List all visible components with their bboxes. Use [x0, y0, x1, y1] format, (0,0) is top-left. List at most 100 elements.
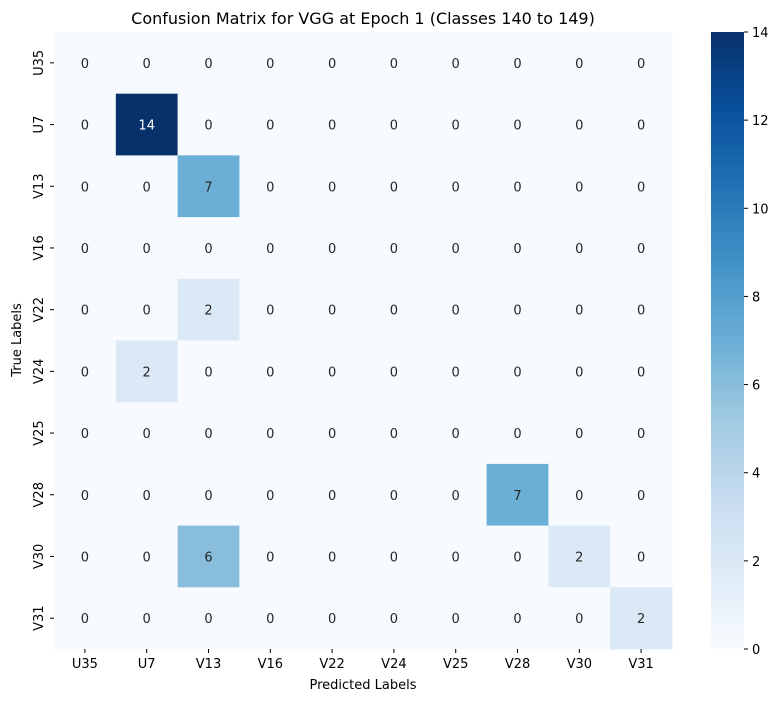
cell-value-label: 2 — [575, 550, 583, 565]
heatmap-cell — [363, 278, 426, 341]
cell-value-label: 0 — [637, 180, 645, 195]
heatmap-cell — [301, 217, 364, 280]
heatmap-cell — [301, 525, 364, 588]
heatmap-cell — [548, 32, 611, 95]
cell-value-label: 0 — [513, 612, 521, 627]
heatmap-cell — [486, 32, 549, 95]
heatmap-cell — [54, 155, 117, 218]
heatmap-cell — [177, 587, 240, 650]
heatmap-cell — [239, 463, 302, 527]
cell-value-label: 0 — [513, 427, 521, 442]
cell-value-label: 0 — [452, 180, 460, 195]
cell-value-label: 7 — [204, 180, 212, 195]
cell-value-label: 0 — [328, 180, 336, 195]
heatmap-cell — [363, 463, 426, 527]
x-tick-label: V31 — [628, 657, 653, 672]
cell-value-label: 0 — [328, 304, 336, 319]
y-axis-label: True Labels — [10, 303, 25, 378]
heatmap-cell — [424, 32, 488, 95]
cell-value-label: 0 — [513, 180, 521, 195]
cell-value-label: 0 — [266, 427, 274, 442]
cell-value-label: 2 — [204, 304, 212, 319]
heatmap-cell — [548, 525, 611, 588]
heatmap-cell — [424, 587, 488, 650]
cell-value-label: 0 — [143, 427, 151, 442]
colorbar-tick-label: 4 — [752, 467, 760, 482]
cell-value-label: 0 — [575, 427, 583, 442]
x-tick-label: V16 — [258, 657, 283, 672]
cell-value-label: 0 — [390, 489, 398, 504]
cell-value-label: 0 — [266, 365, 274, 380]
colorbar-tick-label: 12 — [752, 114, 769, 129]
cell-value-label: 0 — [513, 119, 521, 134]
heatmap-cell — [610, 463, 673, 527]
y-tick-label: V30 — [32, 544, 47, 569]
heatmap-cell — [548, 217, 611, 280]
heatmap-cell — [177, 463, 240, 527]
x-tick-label: V13 — [196, 657, 221, 672]
heatmap-cell — [424, 217, 488, 280]
cell-value-label: 0 — [328, 550, 336, 565]
heatmap-cell — [239, 278, 302, 341]
heatmap-cell — [610, 278, 673, 341]
cell-value-label: 0 — [204, 427, 212, 442]
cell-value-label: 0 — [204, 119, 212, 134]
colorbar-tick-label: 14 — [752, 26, 769, 41]
heatmap-cell — [363, 525, 426, 588]
cell-value-label: 0 — [266, 304, 274, 319]
cell-value-label: 0 — [81, 365, 89, 380]
heatmap-grid: 0 0 0 0 0 0 0 0 0 0 0 14 0 0 0 0 0 0 0 0 0 0 7 0 0 0 0 0 0 0 0 0 0 0 0 0 0 0 0… — [54, 32, 673, 650]
cell-value-label: 0 — [143, 612, 151, 627]
heatmap-cell — [610, 525, 673, 588]
heatmap-cell — [486, 587, 549, 650]
y-tick-label: V22 — [32, 297, 47, 322]
heatmap-cell — [610, 402, 673, 465]
cell-value-label: 0 — [81, 612, 89, 627]
cell-value-label: 0 — [390, 365, 398, 380]
heatmap-cell — [54, 587, 117, 650]
y-tick-label: V25 — [32, 420, 47, 445]
cell-value-label: 0 — [328, 365, 336, 380]
cell-value-label: 0 — [452, 550, 460, 565]
cell-value-label: 0 — [390, 304, 398, 319]
heatmap-cell — [301, 32, 364, 95]
cell-value-label: 0 — [513, 550, 521, 565]
heatmap-cell — [239, 340, 302, 403]
cell-value-label: 0 — [143, 180, 151, 195]
cell-value-label: 0 — [328, 242, 336, 257]
heatmap-cell — [115, 587, 179, 650]
heatmap-cell — [548, 340, 611, 403]
chart-title: Confusion Matrix for VGG at Epoch 1 (Cla… — [131, 9, 595, 28]
heatmap-cell — [177, 32, 240, 95]
heatmap-cell — [115, 155, 179, 218]
cell-value-label: 0 — [575, 489, 583, 504]
cell-value-label: 0 — [81, 550, 89, 565]
heatmap-cell — [424, 93, 488, 156]
heatmap-cell — [115, 32, 179, 95]
colorbar-tick-label: 8 — [752, 290, 760, 305]
y-axis-ticks: U35 U7 V13 V16 V22 V24 V25 V28 V30 V31 — [32, 50, 54, 631]
cell-value-label: 7 — [513, 489, 521, 504]
colorbar-tick-label: 6 — [752, 379, 760, 394]
colorbar — [711, 32, 744, 649]
heatmap-cell — [115, 525, 179, 588]
heatmap-cell — [239, 32, 302, 95]
cell-value-label: 0 — [390, 57, 398, 72]
heatmap-cell — [115, 340, 179, 403]
cell-value-label: 0 — [204, 612, 212, 627]
colorbar-tick-label: 2 — [752, 555, 760, 570]
heatmap-cell — [486, 155, 549, 218]
x-tick-label: V24 — [381, 657, 406, 672]
heatmap-cell — [115, 463, 179, 527]
heatmap-cell — [301, 587, 364, 650]
heatmap-cell — [177, 340, 240, 403]
heatmap-cell — [54, 217, 117, 280]
cell-value-label: 0 — [266, 242, 274, 257]
heatmap-cell — [301, 402, 364, 465]
cell-value-label: 0 — [204, 489, 212, 504]
heatmap-cell — [301, 155, 364, 218]
cell-value-label: 0 — [328, 489, 336, 504]
cell-value-label: 0 — [266, 180, 274, 195]
heatmap-cell — [363, 340, 426, 403]
